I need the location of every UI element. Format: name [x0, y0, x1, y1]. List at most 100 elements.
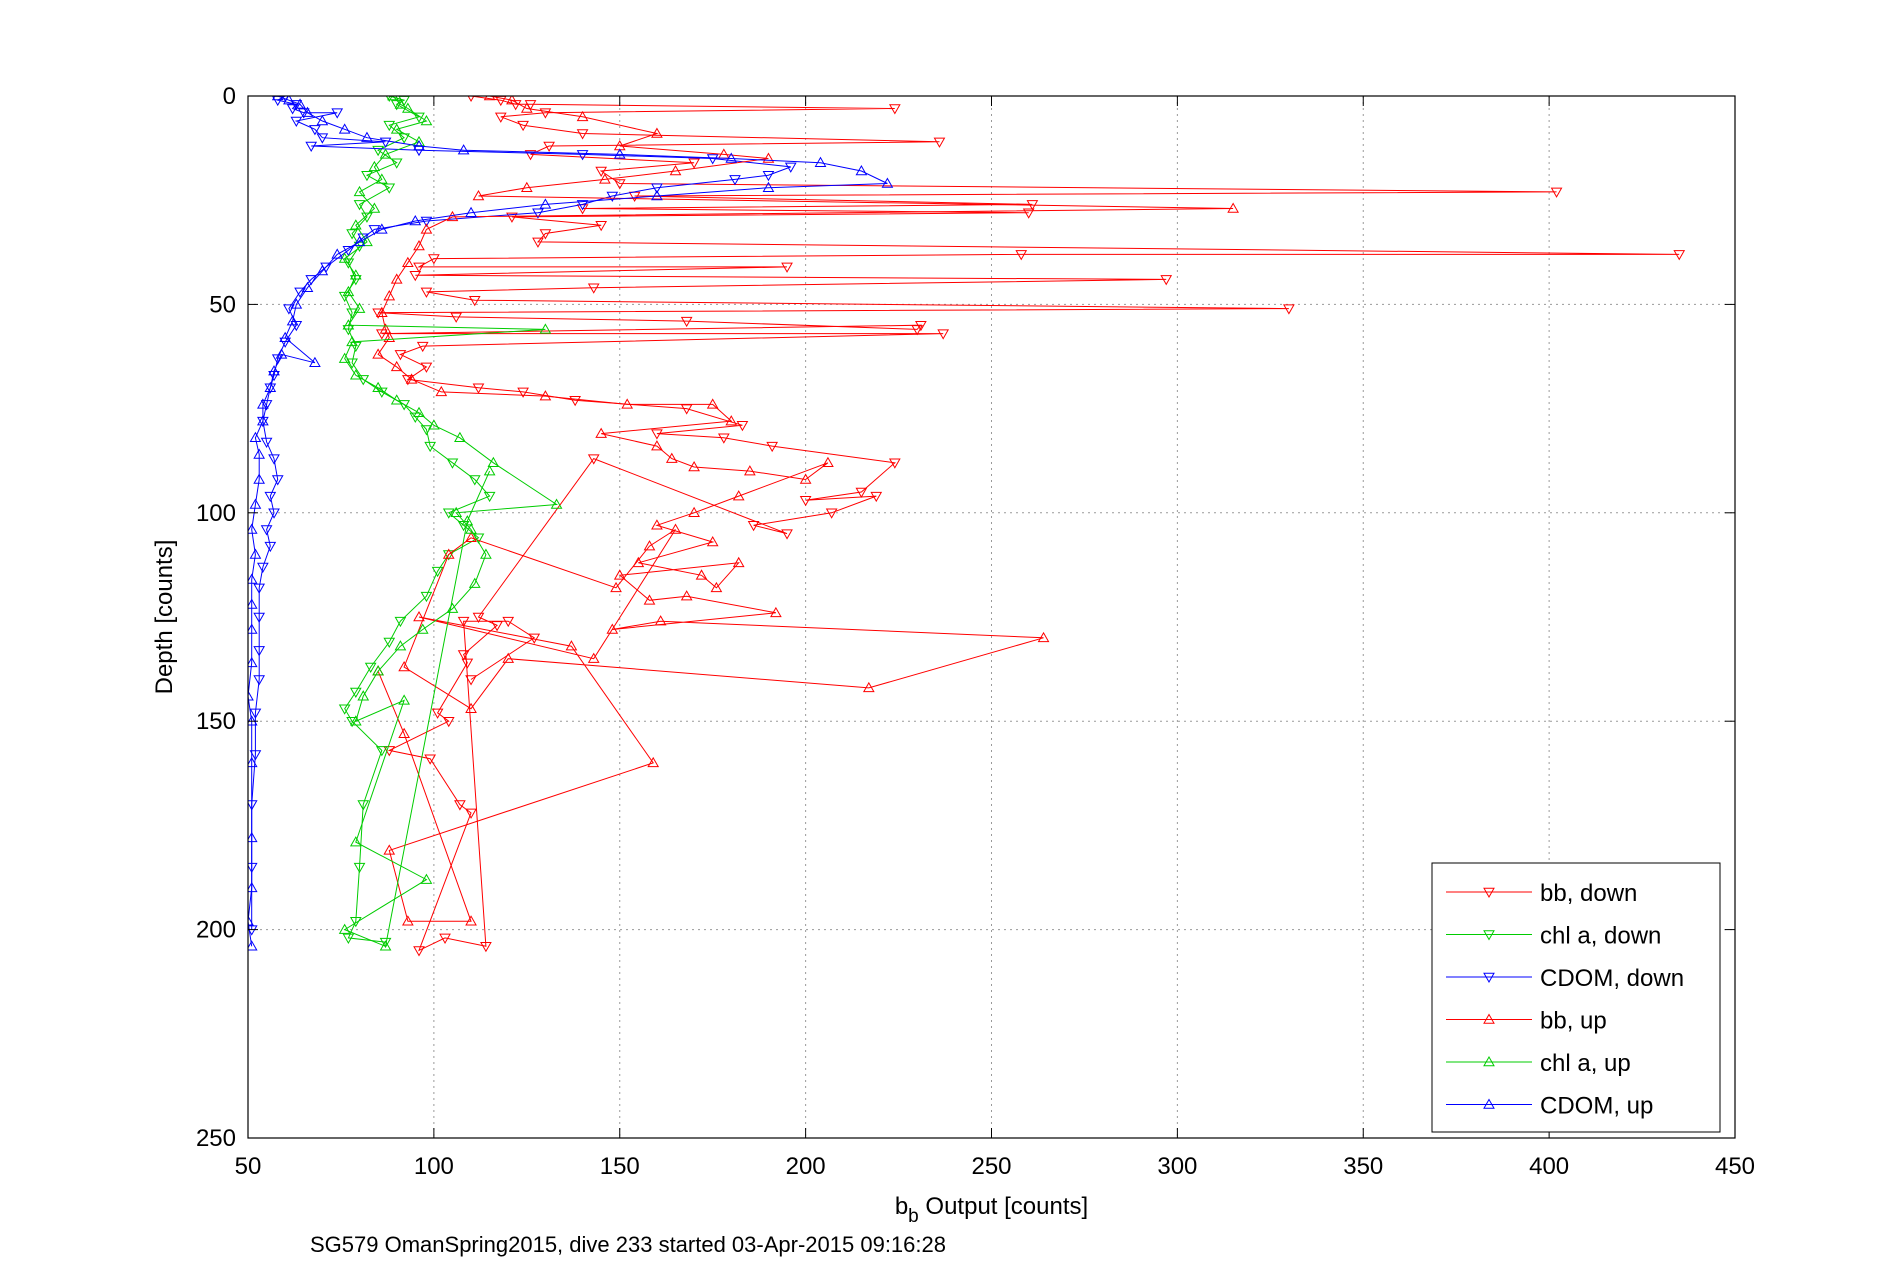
y-axis-label: Depth [counts]	[151, 540, 178, 695]
data-point-bb-down	[569, 396, 582, 407]
data-point-bb-up	[606, 623, 619, 634]
data-point-cdom-up	[361, 131, 373, 142]
data-point-bb-down	[587, 454, 600, 465]
data-point-bb-down	[781, 262, 793, 273]
data-point-bb-up	[725, 415, 738, 426]
data-point-cdom-up	[253, 448, 266, 459]
series-bb-up	[372, 96, 1240, 926]
data-point-chl-a-down	[398, 400, 410, 411]
data-point-cdom-up	[465, 206, 477, 217]
data-point-cdom-down	[264, 383, 277, 394]
data-point-bb-down	[457, 616, 470, 628]
data-point-cdom-up	[249, 431, 262, 443]
x-tick-label: 300	[1157, 1153, 1197, 1180]
data-point-cdom-down	[576, 200, 589, 211]
data-point-chl-a-up	[420, 115, 433, 126]
data-point-bb-up	[762, 152, 775, 163]
data-point-bb-up	[539, 390, 552, 401]
data-point-chl-a-up	[465, 523, 477, 534]
data-point-bb-up	[435, 385, 448, 397]
series-line-bb-up	[377, 96, 1234, 922]
x-axis-label-rest: Output [counts]	[919, 1193, 1088, 1220]
data-point-chl-a-up	[420, 873, 433, 884]
data-point-bb-up	[621, 398, 634, 409]
data-point-chl-a-up	[394, 640, 407, 651]
data-point-bb-down	[420, 287, 433, 298]
data-point-cdom-down	[271, 354, 284, 365]
data-point-cdom-down	[651, 183, 663, 194]
data-point-bb-up	[732, 556, 745, 568]
data-point-cdom-up	[855, 165, 868, 176]
data-point-bb-down	[717, 433, 730, 444]
data-point-bb-down	[517, 387, 529, 398]
data-point-cdom-down	[576, 150, 589, 161]
data-point-chl-a-down	[446, 458, 459, 469]
y-tick-label: 0	[223, 83, 236, 110]
data-point-bb-down	[416, 341, 429, 353]
data-point-chl-a-down	[394, 616, 407, 628]
data-point-chl-a-up	[390, 394, 403, 405]
data-point-chl-a-up	[342, 285, 355, 297]
data-point-chl-a-down	[372, 145, 384, 157]
data-point-chl-a-down	[353, 862, 366, 874]
data-point-chl-a-down	[364, 662, 377, 674]
data-point-bb-down	[1550, 187, 1563, 198]
data-point-cdom-down	[253, 612, 266, 624]
data-point-bb-up	[706, 535, 719, 547]
x-tick-label: 450	[1715, 1153, 1755, 1180]
data-point-cdom-up	[286, 315, 299, 326]
data-point-cdom-up	[248, 623, 258, 634]
data-point-bb-down	[431, 708, 444, 719]
data-point-chl-a-down	[420, 591, 433, 603]
data-point-cdom-up	[301, 106, 314, 117]
data-point-cdom-up	[331, 248, 344, 259]
data-point-cdom-down	[342, 245, 355, 257]
data-point-bb-up	[375, 306, 388, 317]
data-point-cdom-up	[814, 156, 827, 167]
data-point-bb-up	[587, 652, 600, 663]
data-point-bb-down	[424, 754, 437, 765]
data-point-bb-up	[651, 519, 663, 530]
data-point-bb-down	[933, 137, 946, 148]
data-point-bb-down	[747, 521, 760, 532]
data-point-chl-a-down	[346, 716, 358, 728]
data-point-cdom-up	[413, 140, 425, 151]
data-point-cdom-up	[257, 398, 269, 409]
data-point-chl-a-up	[361, 235, 373, 247]
data-point-chl-a-up	[368, 202, 381, 213]
y-tick-label: 100	[196, 500, 236, 527]
data-point-chl-a-down	[383, 637, 396, 649]
data-point-bb-down	[509, 100, 522, 111]
data-point-bb-up	[420, 223, 433, 234]
data-point-bb-down	[454, 800, 466, 811]
data-point-bb-up	[390, 273, 403, 284]
legend-marker	[1483, 1098, 1495, 1109]
data-point-cdom-up	[316, 115, 329, 126]
data-point-bb-up	[390, 360, 403, 372]
data-point-cdom-down	[368, 225, 381, 236]
x-axis-label-main: b	[895, 1193, 908, 1220]
data-point-bb-up	[383, 844, 396, 855]
data-point-bb-down	[587, 283, 600, 294]
data-point-chl-a-up	[394, 98, 407, 109]
data-point-cdom-up	[283, 96, 295, 105]
data-point-bb-down	[467, 96, 475, 103]
data-point-cdom-down	[706, 154, 719, 165]
data-point-bb-up	[379, 323, 392, 334]
data-point-cdom-up	[725, 152, 738, 163]
data-point-cdom-up	[316, 265, 329, 276]
legend: bb, down chl a, down CDOM, down bb, up chl a…	[1431, 862, 1721, 1133]
legend-label: CDOM, up	[1540, 1093, 1653, 1120]
data-point-chl-a-up	[461, 515, 474, 526]
data-point-bb-up	[465, 531, 477, 543]
data-point-chl-a-up	[346, 335, 358, 347]
data-point-chl-a-down	[383, 120, 396, 132]
data-point-cdom-down	[260, 525, 273, 536]
series-cdom-down	[248, 96, 797, 936]
data-point-cdom-up	[249, 548, 262, 559]
data-point-chl-a-up	[368, 160, 381, 172]
x-tick-label: 400	[1529, 1153, 1569, 1180]
data-point-chl-a-up	[454, 431, 466, 443]
data-point-bb-up	[472, 190, 485, 201]
data-point-bb-up	[695, 569, 708, 580]
